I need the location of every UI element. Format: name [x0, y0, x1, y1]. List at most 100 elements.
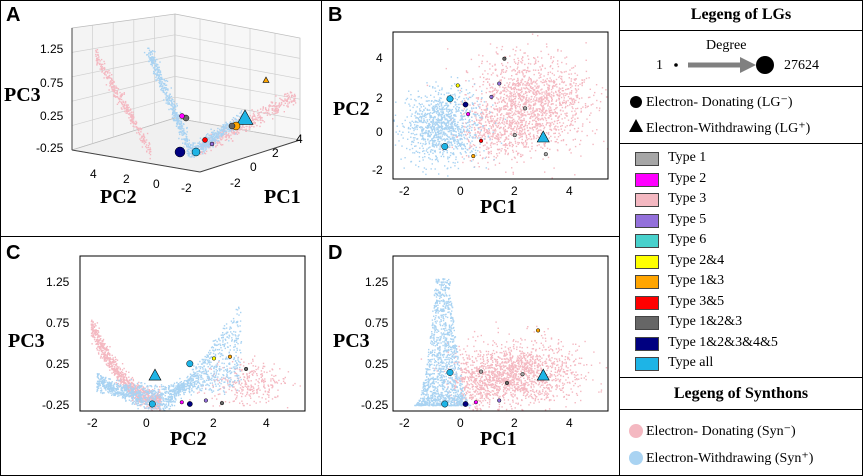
data-point [210, 139, 212, 142]
data-point [494, 164, 497, 166]
data-point [504, 128, 507, 131]
data-point [520, 88, 523, 91]
data-point [577, 88, 580, 90]
data-point [470, 150, 473, 152]
data-point [481, 118, 483, 121]
data-point [160, 74, 162, 76]
data-point [498, 152, 501, 154]
data-point [409, 148, 411, 151]
data-point [503, 115, 505, 117]
data-point [205, 135, 207, 137]
data-point [106, 70, 108, 72]
data-point [510, 78, 512, 80]
data-point [454, 139, 456, 141]
data-point [136, 132, 138, 134]
data-point [413, 129, 415, 132]
data-point [544, 81, 546, 83]
data-point [440, 129, 442, 131]
data-point [217, 135, 219, 138]
data-point [482, 145, 485, 147]
data-point [105, 347, 107, 350]
data-point [257, 109, 259, 112]
data-point [454, 128, 456, 130]
data-point [423, 120, 425, 122]
data-point [486, 103, 489, 105]
data-point [185, 140, 187, 142]
data-point [434, 105, 436, 107]
data-point [411, 127, 414, 129]
data-point [428, 124, 430, 127]
data-point [251, 117, 253, 119]
data-point [527, 123, 530, 125]
data-point [180, 122, 182, 124]
data-point [490, 146, 492, 148]
data-point [528, 76, 530, 79]
data-point [536, 109, 538, 111]
data-point [201, 147, 204, 149]
data-point [552, 92, 555, 94]
data-point [465, 71, 468, 73]
data-point [523, 126, 525, 128]
data-point [436, 127, 438, 129]
data-point [441, 114, 444, 116]
data-point [540, 111, 542, 114]
data-point [486, 113, 488, 116]
data-point [527, 99, 529, 101]
data-point [241, 127, 243, 129]
data-point [430, 120, 432, 123]
data-point [460, 135, 463, 137]
data-point [440, 109, 442, 111]
data-point [581, 97, 583, 99]
data-point [130, 122, 132, 125]
data-point [518, 121, 520, 124]
data-point [140, 131, 142, 133]
data-point [439, 102, 441, 104]
data-point [176, 121, 179, 123]
data-point [149, 52, 151, 54]
data-point [228, 130, 230, 133]
data-point [412, 106, 414, 109]
data-point [98, 327, 100, 329]
data-point [512, 113, 515, 115]
data-point [525, 136, 528, 138]
data-point [435, 112, 438, 114]
data-point [489, 63, 491, 65]
data-point [514, 84, 516, 86]
data-point [154, 405, 157, 407]
data-point [485, 156, 488, 158]
data-point [286, 95, 289, 97]
data-point [556, 112, 558, 114]
data-point [553, 79, 555, 82]
data-point [576, 94, 579, 96]
data-point [529, 132, 531, 134]
data-point [428, 109, 431, 111]
data-point [495, 89, 497, 91]
data-point [521, 99, 524, 101]
data-point [557, 70, 559, 72]
data-point [501, 62, 503, 65]
data-point [453, 130, 455, 132]
data-point [202, 150, 204, 152]
data-point [500, 91, 502, 93]
data-point [430, 168, 432, 170]
data-point [275, 102, 277, 104]
data-point [214, 142, 217, 144]
data-point [159, 71, 161, 74]
data-point [472, 148, 475, 150]
data-point [97, 339, 99, 341]
data-point [455, 146, 457, 148]
data-point [534, 61, 537, 63]
data-point [551, 121, 553, 124]
data-point [190, 150, 192, 152]
data-point [547, 88, 549, 90]
data-point [547, 92, 550, 95]
data-point [154, 64, 157, 67]
data-point [461, 109, 463, 111]
data-point [109, 82, 111, 84]
data-point [503, 77, 506, 79]
data-point [516, 131, 518, 134]
data-point [267, 109, 270, 112]
data-point [487, 161, 489, 164]
data-point [105, 363, 108, 365]
data-point [515, 122, 517, 124]
